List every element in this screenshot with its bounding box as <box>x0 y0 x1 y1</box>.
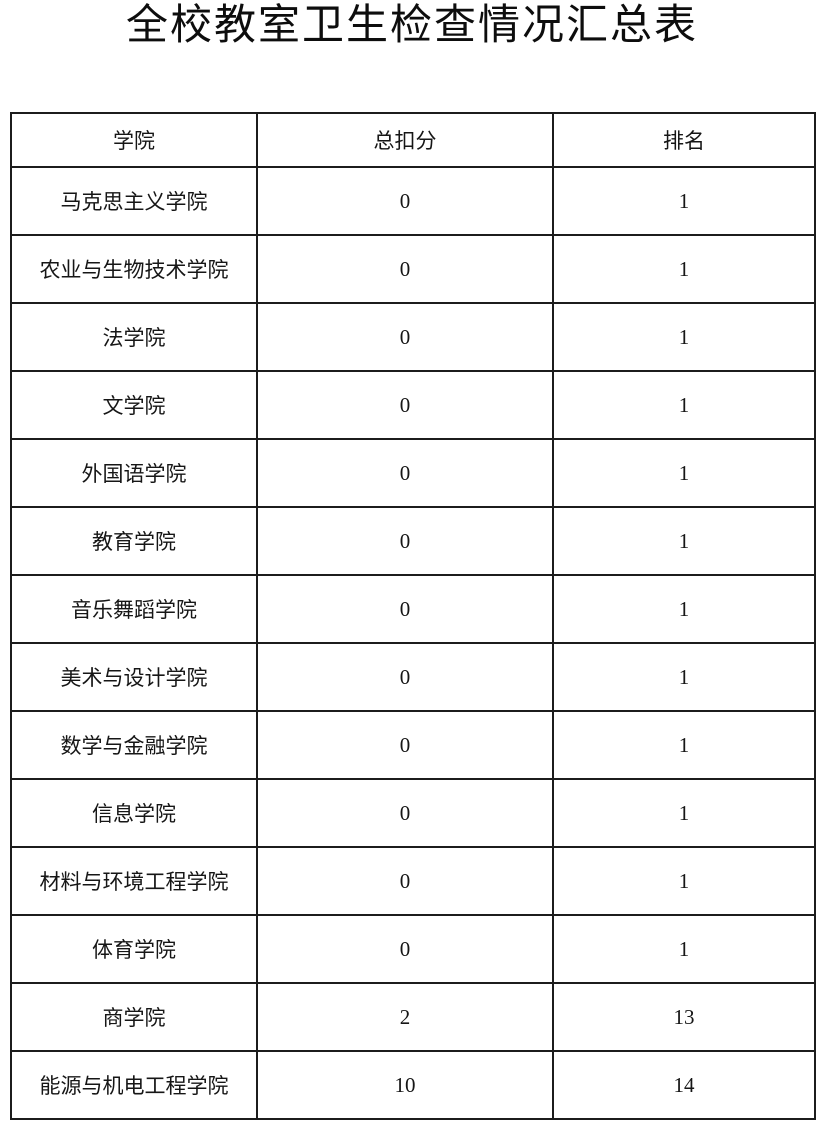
deduction-cell: 0 <box>256 370 554 440</box>
college-cell: 商学院 <box>10 982 258 1052</box>
table-row: 马克思主义学院 0 1 <box>10 166 816 236</box>
table-row: 数学与金融学院 0 1 <box>10 710 816 780</box>
deduction-cell: 0 <box>256 574 554 644</box>
deduction-cell: 0 <box>256 302 554 372</box>
deduction-cell: 0 <box>256 166 554 236</box>
table-row: 美术与设计学院 0 1 <box>10 642 816 712</box>
college-cell: 农业与生物技术学院 <box>10 234 258 304</box>
rank-cell: 1 <box>552 302 816 372</box>
deduction-cell: 0 <box>256 438 554 508</box>
table-row: 农业与生物技术学院 0 1 <box>10 234 816 304</box>
rank-cell: 1 <box>552 574 816 644</box>
deduction-cell: 0 <box>256 642 554 712</box>
header-rank: 排名 <box>552 112 816 168</box>
table-row: 音乐舞蹈学院 0 1 <box>10 574 816 644</box>
table-row: 体育学院 0 1 <box>10 914 816 984</box>
deduction-cell: 0 <box>256 914 554 984</box>
college-cell: 法学院 <box>10 302 258 372</box>
header-college: 学院 <box>10 112 258 168</box>
table-row: 文学院 0 1 <box>10 370 816 440</box>
rank-cell: 1 <box>552 914 816 984</box>
rank-cell: 1 <box>552 438 816 508</box>
rank-cell: 1 <box>552 778 816 848</box>
table-row: 能源与机电工程学院 10 14 <box>10 1050 816 1120</box>
table-row: 法学院 0 1 <box>10 302 816 372</box>
deduction-cell: 0 <box>256 846 554 916</box>
rank-cell: 1 <box>552 846 816 916</box>
college-cell: 文学院 <box>10 370 258 440</box>
rank-cell: 1 <box>552 166 816 236</box>
college-cell: 能源与机电工程学院 <box>10 1050 258 1120</box>
deduction-cell: 2 <box>256 982 554 1052</box>
header-deduction: 总扣分 <box>256 112 554 168</box>
table-row: 外国语学院 0 1 <box>10 438 816 508</box>
college-cell: 美术与设计学院 <box>10 642 258 712</box>
page-title: 全校教室卫生检查情况汇总表 <box>125 3 698 49</box>
college-cell: 数学与金融学院 <box>10 710 258 780</box>
deduction-cell: 0 <box>256 710 554 780</box>
college-cell: 外国语学院 <box>10 438 258 508</box>
deduction-cell: 10 <box>256 1050 554 1120</box>
college-cell: 音乐舞蹈学院 <box>10 574 258 644</box>
table-row: 教育学院 0 1 <box>10 506 816 576</box>
rank-cell: 14 <box>552 1050 816 1120</box>
college-cell: 教育学院 <box>10 506 258 576</box>
rank-cell: 1 <box>552 234 816 304</box>
rank-cell: 1 <box>552 506 816 576</box>
college-cell: 材料与环境工程学院 <box>10 846 258 916</box>
deduction-cell: 0 <box>256 234 554 304</box>
rank-cell: 1 <box>552 710 816 780</box>
rank-cell: 1 <box>552 370 816 440</box>
college-cell: 体育学院 <box>10 914 258 984</box>
table-row: 信息学院 0 1 <box>10 778 816 848</box>
rank-cell: 1 <box>552 642 816 712</box>
deduction-cell: 0 <box>256 506 554 576</box>
table-row: 商学院 2 13 <box>10 982 816 1052</box>
table-row: 材料与环境工程学院 0 1 <box>10 846 816 916</box>
college-cell: 信息学院 <box>10 778 258 848</box>
hygiene-summary-table: 学院 总扣分 排名 马克思主义学院 0 1 农业与生物技术学院 0 1 法学院 … <box>10 112 816 1120</box>
deduction-cell: 0 <box>256 778 554 848</box>
college-cell: 马克思主义学院 <box>10 166 258 236</box>
table-header-row: 学院 总扣分 排名 <box>10 112 816 168</box>
rank-cell: 13 <box>552 982 816 1052</box>
